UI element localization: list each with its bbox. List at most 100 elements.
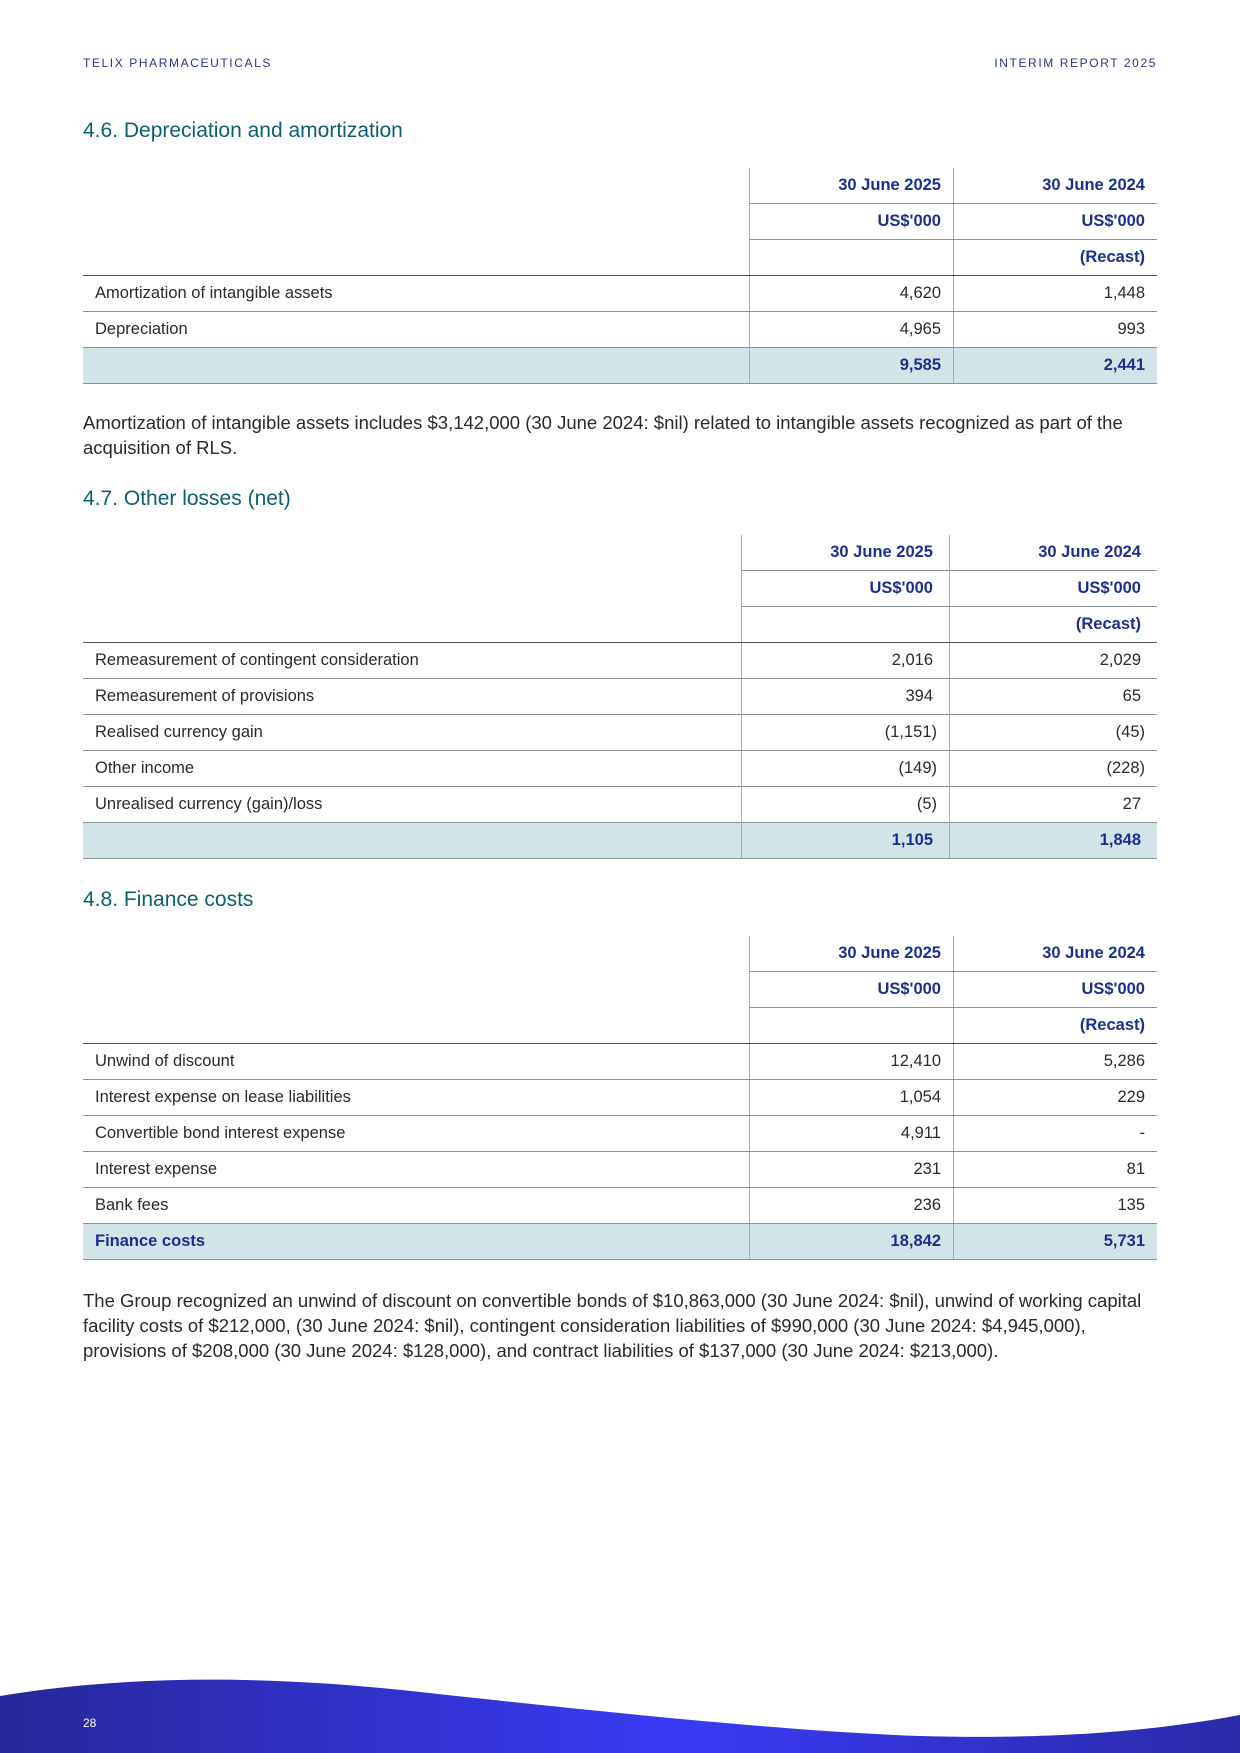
page-number: 28 <box>83 1716 97 1730</box>
row-value: 1,448 <box>953 275 1157 312</box>
row-value: (5) <box>741 786 950 823</box>
column-header <box>749 1007 954 1044</box>
row-label: Interest expense <box>83 1151 750 1188</box>
row-value: 394 <box>741 678 950 715</box>
total-row: 9,585 2,441 <box>83 347 1157 384</box>
table-row: Depreciation 4,965 993 <box>83 311 1157 348</box>
row-value: 135 <box>953 1187 1157 1224</box>
header-row: US$'000 US$'000 <box>83 203 1157 240</box>
table-row: Realised currency gain (1,151) (45) <box>83 714 1157 751</box>
section-title-4-7: 4.7. Other losses (net) <box>83 487 291 510</box>
row-value: 1,054 <box>749 1079 954 1116</box>
header-row: (Recast) <box>83 1007 1157 1044</box>
table-row: Remeasurement of provisions 394 65 <box>83 678 1157 715</box>
table-row: Amortization of intangible assets 4,620 1,… <box>83 275 1157 312</box>
row-label: Unrealised currency (gain)/loss <box>83 786 742 823</box>
header-blank <box>83 1007 750 1044</box>
header-row: 30 June 2025 30 June 2024 <box>83 936 1157 972</box>
table-row: Interest expense 231 81 <box>83 1151 1157 1188</box>
other-losses-table: 30 June 2025 30 June 2024 US$'000 US$'000 (R… <box>83 535 1157 859</box>
table-row: Convertible bond interest expense 4,911- <box>83 1115 1157 1152</box>
total-value: 1,105 <box>741 822 950 859</box>
header-blank <box>83 535 742 571</box>
column-header: 30 June 2024 <box>953 936 1157 972</box>
row-value: 2,016 <box>741 642 950 679</box>
header-row: (Recast) <box>83 239 1157 276</box>
column-header: (Recast) <box>949 606 1157 643</box>
row-label: Amortization of intangible assets <box>83 275 750 312</box>
column-header: 30 June 2025 <box>749 936 954 972</box>
section-note-4-8: The Group recognized an unwind of discou… <box>83 1290 1142 1361</box>
column-header: 30 June 2025 <box>741 535 950 571</box>
total-value: 2,441 <box>953 347 1157 384</box>
row-label: Convertible bond interest expense <box>83 1115 750 1152</box>
total-value: 9,585 <box>749 347 954 384</box>
row-value: 81 <box>953 1151 1157 1188</box>
total-label: Finance costs <box>83 1223 750 1260</box>
column-header <box>749 239 954 276</box>
row-value: 65 <box>949 678 1157 715</box>
column-header: US$'000 <box>749 971 954 1008</box>
row-value: 231 <box>749 1151 954 1188</box>
row-label: Bank fees <box>83 1187 750 1224</box>
table-row: Remeasurement of contingent consideratio… <box>83 642 1157 679</box>
total-row: Finance costs 18,842 5,731 <box>83 1223 1157 1260</box>
total-label <box>83 347 750 384</box>
header-row: US$'000 US$'000 <box>83 570 1157 607</box>
header-row: (Recast) <box>83 606 1157 643</box>
row-value: 27 <box>949 786 1157 823</box>
row-value: - <box>953 1115 1157 1152</box>
total-value: 18,842 <box>749 1223 954 1260</box>
header-blank <box>83 204 750 240</box>
table-row: Bank fees 236 135 <box>83 1187 1157 1224</box>
row-value: 236 <box>749 1187 954 1224</box>
header-blank <box>83 936 750 972</box>
row-label: Remeasurement of provisions <box>83 678 742 715</box>
row-value: 12,410 <box>749 1043 954 1080</box>
column-header: US$'000 <box>749 203 954 240</box>
column-header <box>741 606 950 643</box>
column-header: 30 June 2024 <box>949 535 1157 571</box>
total-value: 1,848 <box>949 822 1157 859</box>
row-value: (149) <box>741 750 950 787</box>
table-row: Interest expense on lease liabilities 1,0… <box>83 1079 1157 1116</box>
header-row: US$'000 US$'000 <box>83 971 1157 1008</box>
row-value: 993 <box>953 311 1157 348</box>
header-blank <box>83 239 750 276</box>
header-blank <box>83 606 742 643</box>
footer-wave <box>0 1679 1240 1753</box>
column-header: US$'000 <box>953 203 1157 240</box>
header-blank <box>83 571 742 607</box>
column-header: 30 June 2025 <box>749 168 954 204</box>
total-label <box>83 822 742 859</box>
header-blank <box>83 168 750 204</box>
column-header: (Recast) <box>953 239 1157 276</box>
row-value: 4,911 <box>749 1115 954 1152</box>
row-value: 5,286 <box>953 1043 1157 1080</box>
table-row: Other income (149) (228) <box>83 750 1157 787</box>
row-label: Depreciation <box>83 311 750 348</box>
row-value: 4,620 <box>749 275 954 312</box>
row-label: Other income <box>83 750 742 787</box>
row-label: Realised currency gain <box>83 714 742 751</box>
table-row: Unwind of discount 12,410 5,286 <box>83 1043 1157 1080</box>
header-row: 30 June 2025 30 June 2024 <box>83 168 1157 204</box>
column-header: US$'000 <box>949 570 1157 607</box>
row-value: 4,965 <box>749 311 954 348</box>
section-title-4-8: 4.8. Finance costs <box>83 888 254 911</box>
column-header: (Recast) <box>953 1007 1157 1044</box>
row-value: (45) <box>949 714 1157 751</box>
company-name: TELIX PHARMACEUTICALS <box>83 56 272 70</box>
depreciation-table: 30 June 2025 30 June 2024 US$'000 US$'000 (R… <box>83 168 1157 384</box>
row-value: (228) <box>949 750 1157 787</box>
column-header: US$'000 <box>741 570 950 607</box>
finance-costs-table: 30 June 2025 30 June 2024 US$'000 US$'000 (R… <box>83 936 1157 1260</box>
row-label: Unwind of discount <box>83 1043 750 1080</box>
row-value: (1,151) <box>741 714 950 751</box>
total-value: 5,731 <box>953 1223 1157 1260</box>
section-title-4-6: 4.6. Depreciation and amortization <box>83 119 403 142</box>
header-row: 30 June 2025 30 June 2024 <box>83 535 1157 571</box>
column-header: 30 June 2024 <box>953 168 1157 204</box>
header-blank <box>83 972 750 1008</box>
report-title: INTERIM REPORT 2025 <box>994 56 1157 70</box>
